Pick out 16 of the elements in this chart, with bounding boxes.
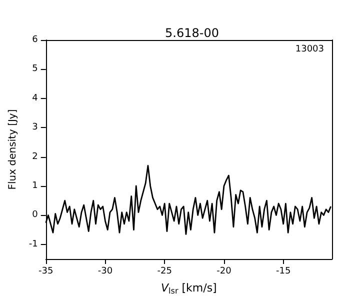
y-tick-label: 2 xyxy=(32,152,38,162)
annotation: 13003 xyxy=(295,44,324,54)
y-tick-label: 0 xyxy=(32,210,38,220)
chart-title: 5.618-00 xyxy=(165,26,219,40)
x-tick-label: -30 xyxy=(98,266,113,276)
y-tick-label: 1 xyxy=(32,181,38,191)
x-tick-label: -20 xyxy=(216,266,232,276)
x-tick-label: -35 xyxy=(38,266,54,276)
x-tick-label: -15 xyxy=(276,266,291,276)
y-tick-label: 6 xyxy=(32,35,38,45)
y-tick-label: 5 xyxy=(32,64,38,74)
x-tick-label: -25 xyxy=(157,266,172,276)
y-tick-label: 3 xyxy=(32,122,38,133)
y-tick-label: 4 xyxy=(32,93,38,104)
y-tick-label: -1 xyxy=(28,239,38,250)
y-axis-title: Flux density [Jy] xyxy=(8,109,18,190)
